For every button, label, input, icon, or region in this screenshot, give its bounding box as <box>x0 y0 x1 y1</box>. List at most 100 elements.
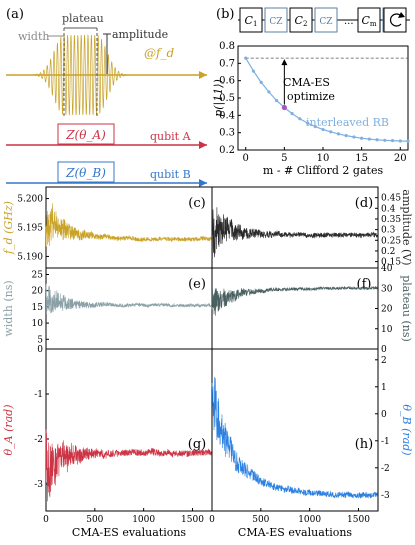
fd-label: @f_d <box>144 46 174 60</box>
chart-b: 0.2 0.3 0.4 0.5 0.6 0.7 0.8 0 5 10 15 20 m - # Cliff… <box>212 41 410 177</box>
chart-d-panel-label: (d) <box>355 196 373 211</box>
chart-f-ytick-label: 0 <box>381 345 387 355</box>
chart-b-ytick-label: 0.3 <box>219 128 235 139</box>
qubit-a-label: qubit A <box>150 130 192 143</box>
chart-h-frame <box>211 348 379 512</box>
chart-h-ylabel: θ_B (rad) <box>400 404 413 455</box>
cmaes-annotation-2: optimize <box>287 90 335 103</box>
chart-b-point <box>251 69 256 73</box>
chart-b-point <box>383 138 387 142</box>
chart-g-ytick-label: -1 <box>34 390 43 400</box>
chart-d-ytick-label: 0.2 <box>381 247 395 257</box>
chart-b-point <box>375 138 379 142</box>
chart-g-panel-label: (g) <box>188 437 206 452</box>
gate-b-box <box>57 161 115 183</box>
chart-e: 5 10 15 20 25 width (ns) (e) <box>2 267 213 350</box>
chart-d-ylabel: amplitude (V) <box>400 189 413 265</box>
chart-e-panel-label: (e) <box>188 277 206 292</box>
chart-c-ytick-label: 5.200 <box>17 195 43 205</box>
chart-b-ylabel: p(|11⟩) <box>212 79 226 117</box>
clifford-gate-box <box>357 7 381 33</box>
chart-g-trace <box>45 429 213 502</box>
chart-h-ytick-label: -1 <box>381 437 390 447</box>
chart-d-ytick-label: 0.25 <box>381 236 401 246</box>
chart-g-xtick-label: 1000 <box>132 515 155 525</box>
qubit-b-arrow-icon <box>199 179 207 187</box>
chart-b-point <box>259 80 263 84</box>
chart-b-point <box>352 135 356 139</box>
chart-d-ytick-label: 0.4 <box>381 204 396 214</box>
interleaved-rb-label: interleaved RB <box>306 116 389 129</box>
gate-b-label: Z(θ_B) <box>65 166 106 180</box>
chart-g-ytick-label: -3 <box>34 480 43 490</box>
chart-h-trace <box>211 376 379 499</box>
chart-g-ytick-label: -2 <box>34 435 43 445</box>
chart-b-point <box>360 136 364 140</box>
chart-b-point <box>313 125 317 129</box>
chart-b-xtick-label: 15 <box>355 153 368 164</box>
chart-h-ytick-label: 2 <box>381 356 387 366</box>
chart-b-ytick-label: 0.5 <box>219 93 235 104</box>
chart-e-ytick-label: 5 <box>37 335 43 345</box>
chart-h-xtick-label: 500 <box>252 515 269 525</box>
chart-g-xtick-label: 0 <box>43 515 49 525</box>
plateau-label: plateau <box>62 12 104 25</box>
chart-b-ytick-label: 0.8 <box>219 41 235 52</box>
chart-h-ytick-label: -2 <box>381 464 390 474</box>
chart-h-ytick-label: 0 <box>381 410 387 420</box>
chart-e-ytick-label: 25 <box>32 270 44 280</box>
chart-b-highlight-point <box>281 104 287 111</box>
chart-f-frame <box>211 267 379 350</box>
chart-c-ytick-label: 5.195 <box>17 224 43 234</box>
chart-e-trace <box>45 283 213 315</box>
qubit-a-arrow-icon <box>199 141 207 149</box>
qubit-b-label: qubit B <box>150 168 191 181</box>
chart-c-ylabel: f_d (GHz) <box>2 201 15 255</box>
chart-g-xlabel: CMA-ES evaluations <box>72 526 186 539</box>
chart-f-ytick-label: 40 <box>381 264 393 274</box>
amplitude-label: amplitude <box>112 28 168 41</box>
chart-d-ytick-label: 0.15 <box>381 258 401 268</box>
chart-h-xtick-label: 0 <box>209 515 215 525</box>
chart-b-ytick-label: 0.4 <box>219 110 235 121</box>
chart-c-trace <box>45 203 213 247</box>
chart-f-ytick-label: 10 <box>381 325 393 335</box>
chart-g-xtick-label: 1500 <box>181 515 204 525</box>
panel-b-label: (b) <box>216 7 234 22</box>
chart-b-ytick-label: 0.6 <box>219 76 235 87</box>
chart-b-xtick-label: 20 <box>394 153 407 164</box>
chart-f-ylabel: plateau (ns) <box>400 275 413 342</box>
chart-b-arrow-head-icon <box>281 59 288 66</box>
chart-h-panel-label: (h) <box>355 437 374 452</box>
chart-d-frame <box>211 186 379 269</box>
chart-h-xtick-label: 1000 <box>298 515 321 525</box>
chart-e-ylabel: width (ns) <box>2 280 15 336</box>
chart-e-ytick-label: 15 <box>32 303 44 313</box>
drive-arrow-icon <box>199 71 207 79</box>
chart-b-series-line <box>245 57 409 142</box>
chart-h-xlabel: CMA-ES evaluations <box>238 526 352 539</box>
chart-b-point <box>406 139 410 143</box>
chart-b-xtick-label: 10 <box>317 153 330 164</box>
chart-h-xtick-label: 1500 <box>347 515 370 525</box>
cz-gate-box <box>264 7 288 33</box>
cz-gate-label: CZ <box>319 17 332 27</box>
chart-c-ytick-label: 5.190 <box>17 252 43 262</box>
chart-f-trace <box>211 286 379 316</box>
chart-b-point <box>329 130 333 134</box>
chart-b-point <box>344 134 348 138</box>
chart-g-ytick-label: 0 <box>37 345 43 355</box>
chart-b-point <box>321 127 325 132</box>
cmaes-annotation-1: CMA-ES <box>283 76 330 89</box>
chart-b-ytick-label: 0.2 <box>219 145 235 156</box>
chart-c-panel-label: (c) <box>188 196 205 211</box>
chart-d-ytick-label: 0.3 <box>381 226 396 236</box>
sequence-ellipsis: ... <box>344 16 354 27</box>
cz-gate-box <box>314 7 338 33</box>
chart-b-point <box>290 112 294 116</box>
chart-f-ytick-label: 30 <box>381 284 393 294</box>
clifford-gate-box <box>289 7 313 33</box>
